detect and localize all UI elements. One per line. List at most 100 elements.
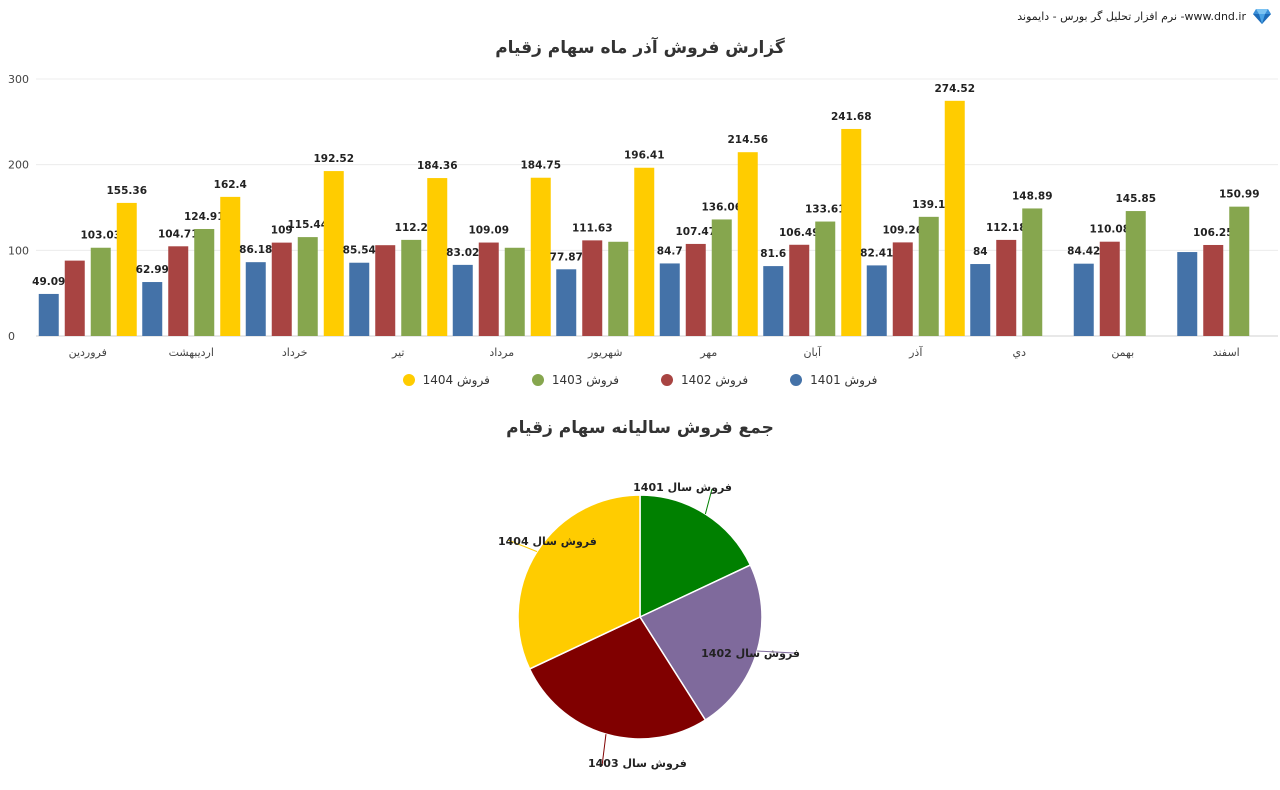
data-label: 124.91 — [184, 211, 225, 223]
x-tick-label: دي — [1012, 346, 1026, 359]
x-tick-label: تیر — [391, 346, 404, 359]
pie-chart-title: جمع فروش سالیانه سهام زقیام — [506, 418, 774, 438]
pie-label: فروش سال 1403 — [588, 757, 687, 770]
brand-text: نرم افزار تحلیل گر بورس - دایموند -www.d… — [1017, 9, 1246, 23]
leader-line — [507, 539, 538, 553]
data-label: 241.68 — [831, 111, 872, 123]
bar — [1203, 244, 1224, 336]
pie-slice — [639, 494, 752, 619]
data-label: 109 — [271, 225, 293, 237]
bar — [1099, 241, 1120, 336]
legend-item: فروش 1401 — [790, 373, 877, 387]
legend-item: فروش 1404 — [402, 373, 490, 387]
data-label: 112.2 — [395, 222, 428, 234]
bar — [634, 167, 655, 336]
data-label: 109.26 — [882, 224, 923, 236]
x-tick-label: فروردین — [69, 346, 107, 359]
y-tick-label: 100 — [8, 244, 29, 257]
x-tick-label: اردیبهشت — [169, 346, 214, 359]
bar — [970, 264, 991, 336]
bar — [1229, 206, 1250, 336]
bar — [142, 282, 163, 336]
y-tick-label: 200 — [8, 159, 29, 172]
bar — [530, 177, 551, 336]
pie-slice — [517, 494, 641, 670]
x-tick-label: مهر — [699, 346, 717, 359]
data-label: 81.6 — [760, 248, 786, 260]
data-label: 155.36 — [106, 185, 147, 197]
pie-label: فروش سال 1402 — [701, 647, 800, 660]
bar — [841, 128, 862, 336]
bar — [892, 242, 913, 336]
bar — [866, 265, 887, 336]
leader-line — [704, 488, 713, 515]
bar — [271, 242, 292, 336]
x-tick-label: اسفند — [1213, 346, 1240, 359]
data-label: 274.52 — [934, 83, 975, 95]
bar — [504, 247, 525, 336]
bar — [168, 246, 189, 336]
data-label: 84 — [973, 246, 988, 258]
bar — [582, 240, 603, 336]
legend-label: فروش 1404 — [422, 373, 490, 387]
bar — [1073, 263, 1094, 336]
x-tick-label: آذر — [908, 345, 923, 359]
bar — [38, 293, 59, 336]
bar — [64, 260, 85, 336]
legend-item: فروش 1402 — [661, 373, 748, 387]
legend-label: فروش 1402 — [681, 373, 749, 387]
data-label: 136.06 — [701, 201, 742, 213]
bar — [918, 216, 939, 336]
bar — [375, 245, 396, 336]
data-label: 106.49 — [779, 227, 820, 239]
diamond-icon — [1253, 9, 1271, 24]
legend-label: فروش 1401 — [810, 373, 878, 387]
bar — [452, 264, 473, 336]
bar — [116, 202, 137, 336]
legend-swatch — [402, 374, 415, 386]
bar — [659, 263, 680, 336]
bar — [737, 152, 758, 336]
data-label: 107.47 — [675, 226, 716, 238]
bar — [1125, 211, 1146, 336]
bar — [556, 269, 577, 336]
data-label: 162.4 — [214, 179, 247, 191]
data-label: 133.61 — [805, 204, 846, 216]
bar — [996, 239, 1017, 336]
data-label: 85.54 — [343, 245, 376, 257]
legend-swatch — [661, 374, 673, 386]
y-tick-label: 0 — [8, 330, 15, 343]
data-label: 214.56 — [727, 134, 768, 146]
data-label: 103.03 — [80, 230, 121, 242]
data-label: 115.44 — [287, 219, 328, 231]
bar-chart-legend: فروش 1401 فروش 1402 فروش 1403 فروش 1404 — [0, 373, 1280, 387]
x-tick-label: خرداد — [282, 346, 308, 359]
data-label: 139.1 — [912, 199, 945, 211]
pie-label: فروش سال 1404 — [498, 535, 597, 548]
data-label: 148.89 — [1012, 190, 1053, 202]
data-label: 112.18 — [986, 222, 1027, 234]
data-label: 49.09 — [32, 276, 65, 288]
bar — [1177, 252, 1198, 336]
bar — [297, 237, 318, 336]
x-tick-label: مرداد — [489, 346, 514, 359]
data-label: 82.41 — [860, 247, 893, 259]
bar — [685, 243, 706, 336]
bar — [220, 196, 241, 336]
data-label: 62.99 — [136, 264, 169, 276]
legend-swatch — [790, 374, 803, 386]
x-tick-label: آبان — [803, 345, 821, 359]
bar-chart: 0 100 200 300 فروردین 49.09 103.03 155.36 اردیبه… — [8, 73, 1278, 359]
bar — [1022, 208, 1043, 336]
bar — [763, 266, 784, 336]
data-label: 196.41 — [624, 150, 665, 162]
legend-label: فروش 1403 — [551, 373, 619, 387]
leader-line — [601, 734, 607, 767]
x-tick-label: بهمن — [1111, 346, 1134, 359]
data-label: 184.75 — [520, 160, 561, 172]
data-label: 184.36 — [417, 160, 458, 172]
x-tick-label: شهریور — [587, 346, 622, 359]
bar-chart-title: گزارش فروش آذر ماه سهام زقیام — [495, 38, 785, 58]
data-label: 84.42 — [1067, 246, 1100, 258]
